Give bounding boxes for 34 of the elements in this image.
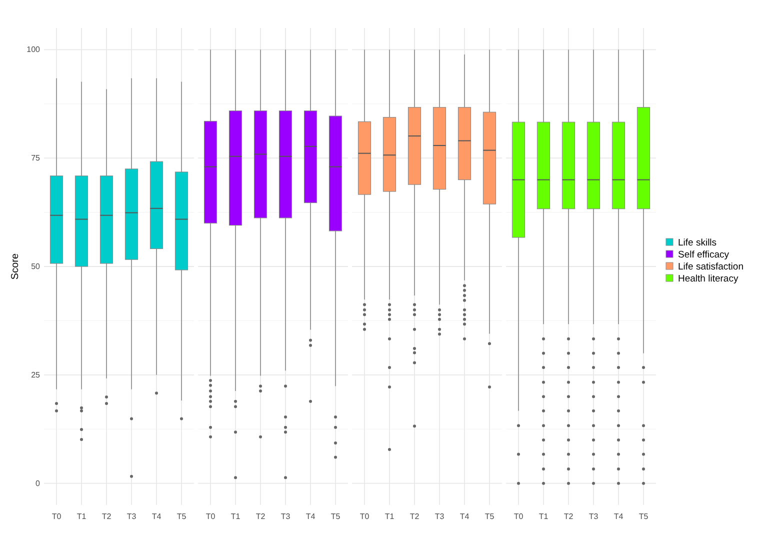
x-tick-label: T5 bbox=[176, 512, 187, 521]
x-tick-label: T5 bbox=[638, 512, 649, 521]
x-tick-label: T4 bbox=[152, 512, 162, 521]
x-tick-label: T1 bbox=[384, 512, 395, 521]
x-tick-label: T0 bbox=[206, 512, 216, 521]
y-tick-label: 50 bbox=[31, 262, 41, 272]
x-tick-label: T4 bbox=[614, 512, 624, 521]
x-tick-label: T3 bbox=[280, 512, 291, 521]
x-tick-label: T3 bbox=[126, 512, 137, 521]
x-tick-label: T3 bbox=[588, 512, 599, 521]
x-tick-label: T4 bbox=[306, 512, 316, 521]
x-tick-label: T0 bbox=[514, 512, 524, 521]
y-tick-label: 25 bbox=[31, 370, 41, 380]
x-tick-label: T2 bbox=[410, 512, 420, 521]
x-tick-label: T2 bbox=[256, 512, 266, 521]
legend-label: Life skills bbox=[678, 238, 717, 249]
x-tick-label: T1 bbox=[230, 512, 241, 521]
x-tick-label: T5 bbox=[484, 512, 495, 521]
x-tick-label: T5 bbox=[330, 512, 341, 521]
legend-label: Health literacy bbox=[678, 274, 738, 285]
x-tick-label: T4 bbox=[460, 512, 470, 521]
legend-label: Life satisfaction bbox=[678, 262, 744, 273]
x-tick-label: T0 bbox=[360, 512, 370, 521]
y-tick-label: 75 bbox=[31, 154, 41, 163]
y-axis-title: Score bbox=[10, 253, 21, 280]
x-tick-label: T1 bbox=[76, 512, 87, 521]
x-tick-label: T3 bbox=[434, 512, 445, 521]
x-tick-label: T2 bbox=[102, 512, 112, 521]
x-tick-label: T2 bbox=[564, 512, 574, 521]
legend-label: Self efficacy bbox=[678, 250, 730, 261]
x-tick-label: T1 bbox=[538, 512, 549, 521]
y-tick-label: 100 bbox=[26, 45, 41, 54]
x-tick-label: T0 bbox=[52, 512, 62, 521]
y-tick-label: 0 bbox=[36, 478, 41, 488]
